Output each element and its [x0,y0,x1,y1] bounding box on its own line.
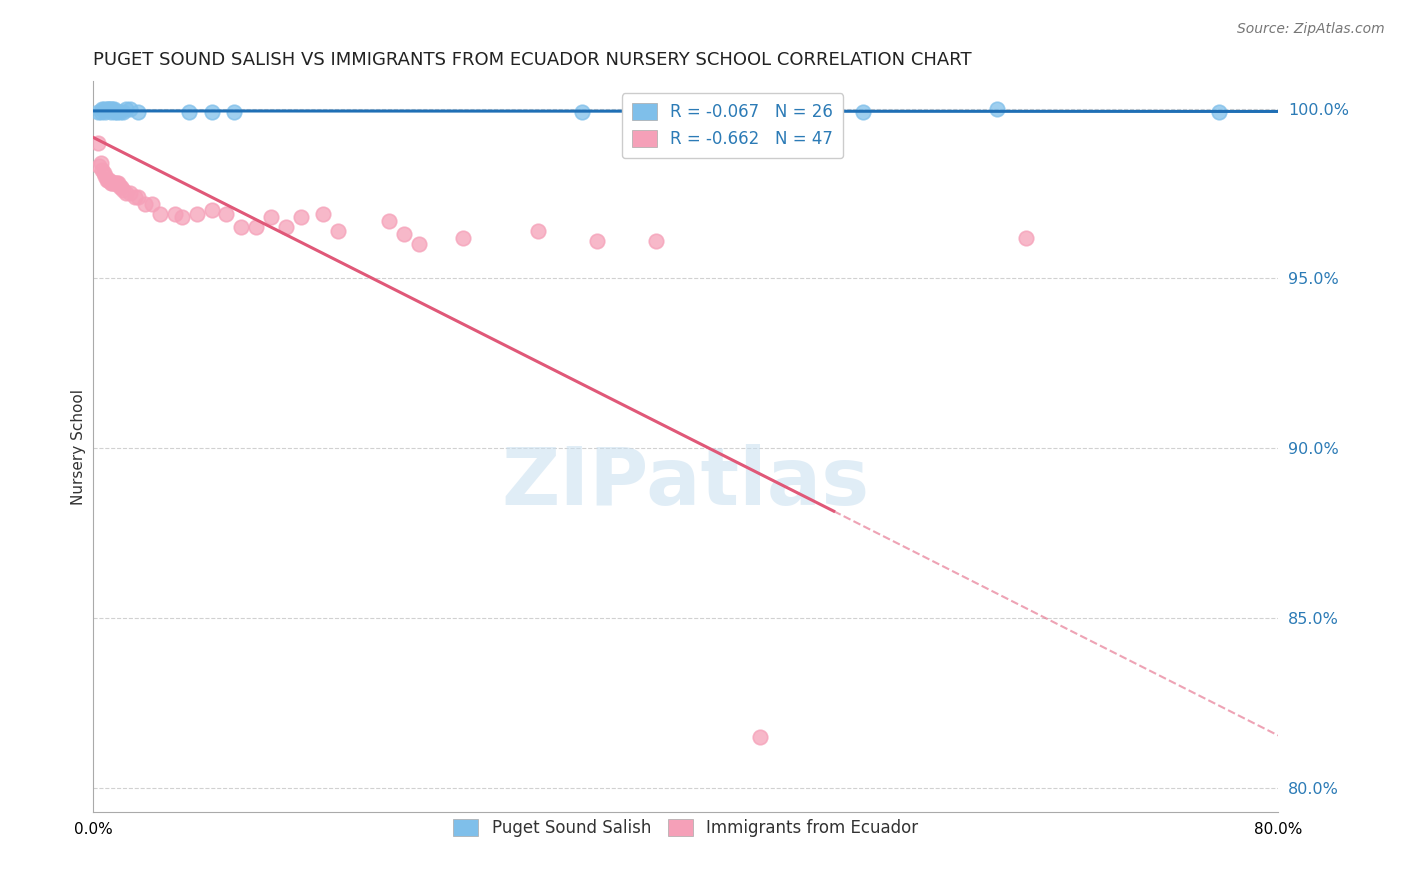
Point [108,179,131,194]
Point [312,207,335,221]
Point [1208,104,1230,119]
Point [96,173,118,187]
Point [97,102,120,116]
Y-axis label: Nursery School: Nursery School [72,389,86,505]
Point [127,104,149,119]
Point [110,179,132,194]
Point [87,159,110,173]
Point [170,211,193,225]
Point [105,176,128,190]
Point [107,176,129,190]
Point [245,220,267,235]
Point [571,104,593,119]
Point [114,102,136,116]
Point [823,108,845,122]
Point [104,176,127,190]
Point [392,227,415,242]
Point [120,102,142,116]
Text: PUGET SOUND SALISH VS IMMIGRANTS FROM ECUADOR NURSERY SCHOOL CORRELATION CHART: PUGET SOUND SALISH VS IMMIGRANTS FROM EC… [93,51,972,69]
Point [98,102,121,116]
Point [103,102,125,116]
Point [408,237,430,252]
Point [94,169,117,184]
Point [215,207,238,221]
Point [748,730,770,744]
Point [101,176,124,190]
Point [201,203,224,218]
Point [201,104,224,119]
Point [90,156,112,170]
Point [290,211,312,225]
Point [149,207,172,221]
Point [100,104,122,119]
Point [86,104,108,119]
Point [101,102,124,116]
Point [97,173,120,187]
Point [111,183,134,197]
Point [94,104,117,119]
Point [91,162,114,177]
Point [98,173,121,187]
Point [260,211,283,225]
Point [852,104,875,119]
Point [585,234,607,248]
Text: ZIPatlas: ZIPatlas [502,444,870,522]
Point [93,166,115,180]
Point [96,102,118,116]
Point [100,102,122,116]
Point [274,220,297,235]
Point [105,104,128,119]
Point [231,220,253,235]
Point [986,102,1008,116]
Text: Source: ZipAtlas.com: Source: ZipAtlas.com [1237,22,1385,37]
Point [104,104,127,119]
Point [100,176,122,190]
Point [645,234,668,248]
Point [179,104,201,119]
Point [326,224,349,238]
Point [93,102,115,116]
Legend: Puget Sound Salish, Immigrants from Ecuador: Puget Sound Salish, Immigrants from Ecua… [447,813,925,844]
Point [103,176,125,190]
Point [111,104,134,119]
Point [526,224,548,238]
Point [186,207,208,221]
Point [90,104,112,119]
Point [378,213,401,227]
Point [222,104,245,119]
Point [120,186,142,201]
Point [86,136,108,150]
Point [124,190,146,204]
Point [127,190,149,204]
Point [453,230,475,244]
Point [91,102,114,116]
Point [114,186,136,201]
Point [1015,230,1038,244]
Point [108,104,131,119]
Point [134,196,156,211]
Point [163,207,186,221]
Point [141,196,163,211]
